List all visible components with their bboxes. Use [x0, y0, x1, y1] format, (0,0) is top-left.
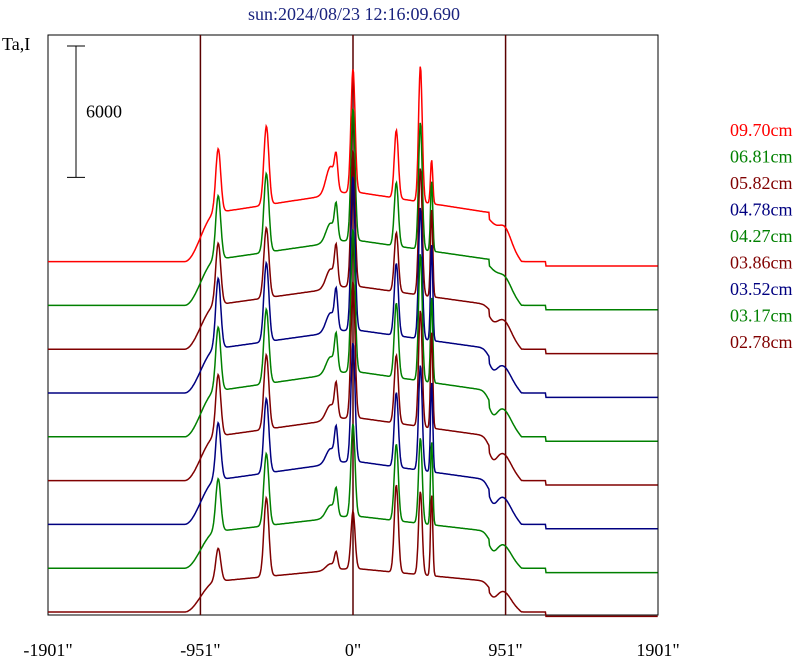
series-line	[48, 342, 658, 530]
spectrum-traces	[48, 66, 658, 618]
series-line	[48, 229, 658, 442]
x-tick-label: -1901"	[23, 640, 72, 660]
series-line	[48, 66, 658, 267]
scale-bar: 6000	[67, 45, 122, 178]
x-tick-label: -951"	[180, 640, 220, 660]
legend-entry: 05.82cm	[730, 173, 793, 193]
vertical-reference-lines	[199, 35, 507, 615]
legend: 09.70cm 06.81cm 05.82cm 04.78cm 04.27cm 03.86…	[730, 120, 793, 352]
scale-bar-label: 6000	[86, 102, 122, 122]
series-line	[48, 281, 658, 486]
x-tick-label: 0"	[345, 640, 361, 660]
series-line	[48, 150, 658, 355]
series-line	[48, 108, 658, 311]
series-line	[48, 176, 658, 399]
series-line	[48, 423, 658, 574]
legend-entry: 03.17cm	[730, 306, 793, 326]
legend-entry: 03.86cm	[730, 253, 793, 273]
series-line	[48, 484, 658, 618]
legend-entry: 04.27cm	[730, 226, 793, 246]
legend-entry: 02.78cm	[730, 332, 793, 352]
y-axis-label: Ta,I	[2, 34, 30, 54]
legend-entry: 09.70cm	[730, 120, 793, 140]
legend-entry: 03.52cm	[730, 279, 793, 299]
x-tick-label: 951"	[488, 640, 522, 660]
legend-entry: 04.78cm	[730, 200, 793, 220]
x-tick-label: 1901"	[636, 640, 679, 660]
x-tick-labels: -1901" -951" 0" 951" 1901"	[23, 640, 679, 660]
chart-title: sun:2024/08/23 12:16:09.690	[248, 4, 460, 24]
legend-entry: 06.81cm	[730, 147, 793, 167]
